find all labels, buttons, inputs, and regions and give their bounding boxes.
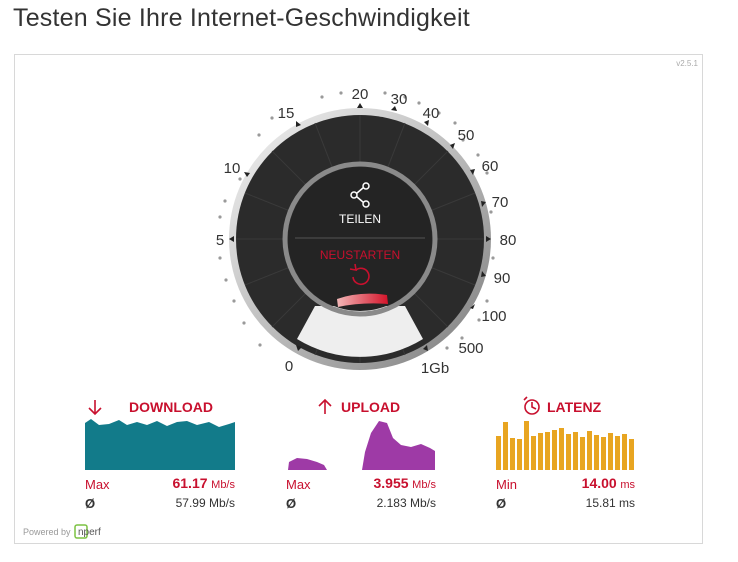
gauge-inner-ring	[282, 161, 438, 317]
page-title: Testen Sie Ihre Internet-Geschwindigkeit	[13, 4, 470, 32]
clock-icon	[523, 396, 540, 415]
upload-avg-symbol: Ø	[286, 496, 297, 511]
latency-title: LATENZ	[547, 399, 602, 415]
scale-label-30: 30	[391, 91, 408, 108]
upload-max-label: Max	[286, 477, 311, 492]
latency-avg-symbol: Ø	[496, 496, 507, 511]
download-max-value: 61.17	[172, 475, 208, 491]
scale-label-70: 70	[492, 194, 509, 211]
share-icon[interactable]	[350, 182, 370, 208]
latency-min-unit: ms	[620, 479, 635, 491]
upload-section: UPLOAD	[288, 398, 435, 470]
scale-label-5: 5	[216, 232, 224, 249]
download-avg-symbol: Ø	[85, 496, 96, 511]
speed-progress-bar	[337, 293, 388, 307]
scale-label-40: 40	[423, 105, 440, 122]
share-button[interactable]: TEILEN	[339, 212, 381, 226]
scale-label-100: 100	[481, 308, 506, 325]
speedtest-widget: v2.5.1	[14, 54, 703, 544]
scale-label-10: 10	[224, 160, 241, 177]
gauge-center-disc	[288, 167, 432, 311]
upload-max-value: 3.955	[373, 475, 409, 491]
upload-title: UPLOAD	[341, 399, 400, 415]
download-graph	[85, 419, 235, 470]
latency-min-value: 14.00	[581, 475, 617, 491]
speedtest-graphics: TEILEN NEUSTARTEN	[74, 86, 634, 539]
gauge-scale-labels: 0 5 10 15 20 30 40 50 60 70 80 90 100 50…	[216, 86, 517, 377]
nperf-logo[interactable]: nperf	[74, 524, 101, 539]
powered-by-label: Powered by	[23, 527, 71, 537]
upload-max: 3.955 Mb/s	[345, 475, 436, 491]
scale-label-20: 20	[352, 86, 369, 103]
scale-label-80: 80	[500, 232, 517, 249]
upload-arrow-icon	[318, 398, 332, 414]
upload-max-unit: Mb/s	[412, 479, 436, 491]
download-section: DOWNLOAD	[85, 399, 235, 470]
upload-graph-2	[362, 421, 435, 470]
latency-section: LATENZ	[496, 396, 634, 470]
download-arrow-icon	[88, 400, 102, 416]
upload-graph-1	[288, 458, 327, 470]
scale-label-60: 60	[482, 158, 499, 175]
download-max-label: Max	[85, 477, 110, 492]
latency-graph	[496, 421, 634, 470]
scale-label-0: 0	[285, 358, 293, 375]
scale-label-15: 15	[278, 105, 295, 122]
restart-button[interactable]: NEUSTARTEN	[320, 248, 400, 262]
gauge-scale-ticks	[229, 103, 491, 351]
download-avg-value: 57.99 Mb/s	[175, 496, 235, 510]
latency-avg-value: 15.81 ms	[585, 496, 635, 510]
upload-avg-value: 2.183 Mb/s	[376, 496, 436, 510]
speed-gauge	[229, 108, 491, 370]
latency-min: 14.00 ms	[555, 475, 635, 491]
version-label: v2.5.1	[676, 59, 698, 68]
scale-label-50: 50	[458, 127, 475, 144]
scale-label-90: 90	[494, 270, 511, 287]
download-title: DOWNLOAD	[129, 399, 213, 415]
gauge-needle-window	[297, 306, 423, 357]
nperf-logo-text: nperf	[78, 527, 101, 538]
scale-label-1gb: 1Gb	[421, 360, 449, 377]
download-max: 61.17 Mb/s	[155, 475, 235, 491]
restart-icon[interactable]	[349, 263, 370, 286]
download-max-unit: Mb/s	[211, 479, 235, 491]
scale-label-500: 500	[458, 340, 483, 357]
latency-min-label: Min	[496, 477, 517, 492]
gauge-scale-dots	[218, 91, 495, 350]
